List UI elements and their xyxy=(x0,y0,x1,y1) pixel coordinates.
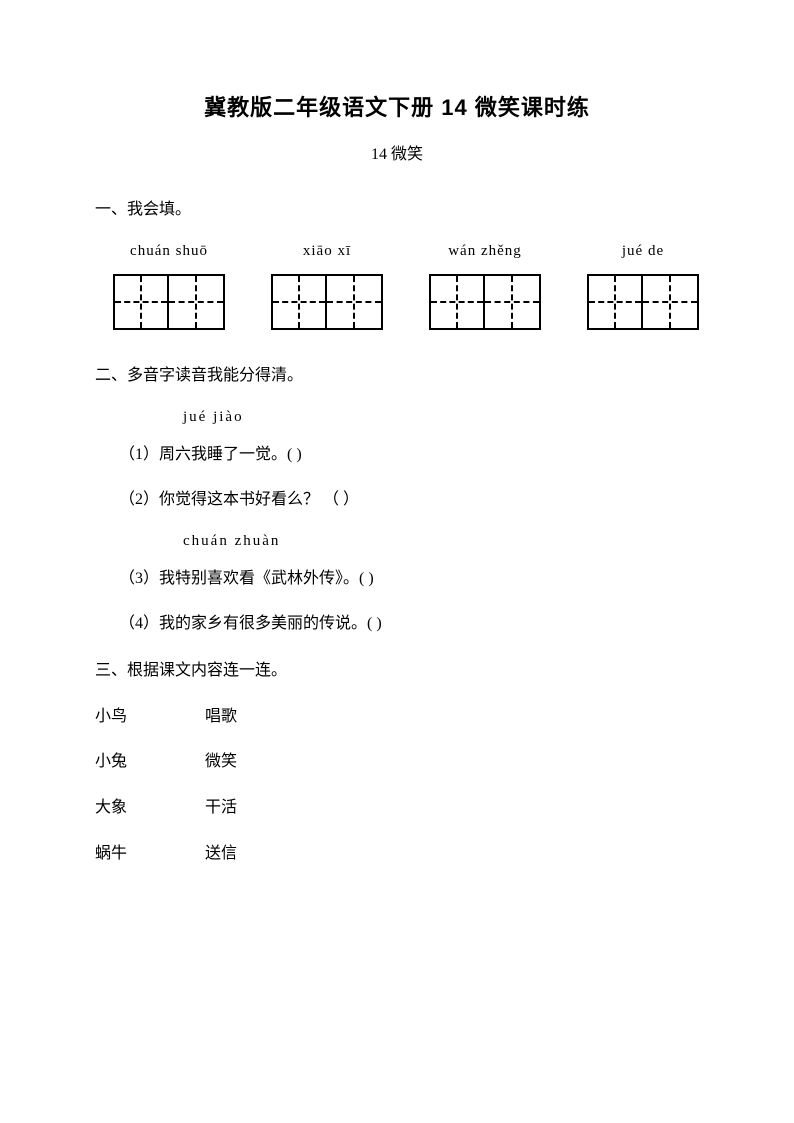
match-left: 蜗牛 xyxy=(95,841,201,867)
match-left: 小鸟 xyxy=(95,704,201,730)
question-3: （3）我特别喜欢看《武林外传》。( ) xyxy=(95,566,699,592)
match-left: 大象 xyxy=(95,795,201,821)
match-row: 蜗牛 送信 xyxy=(95,841,699,867)
section3-heading: 三、根据课文内容连一连。 xyxy=(95,657,699,686)
pinyin-label: xiāo xī xyxy=(271,243,383,260)
match-left: 小兔 xyxy=(95,749,201,775)
match-right: 干活 xyxy=(205,799,237,816)
tian-boxes-row xyxy=(95,274,699,330)
tian-box xyxy=(113,274,169,330)
question-1: （1）周六我睡了一觉。( ) xyxy=(95,442,699,468)
question-2: （2）你觉得这本书好看么？ （ ） xyxy=(95,487,699,513)
match-row: 小鸟 唱歌 xyxy=(95,704,699,730)
tian-pair xyxy=(271,274,383,330)
tian-pair xyxy=(113,274,225,330)
pinyin-label: jué de xyxy=(587,243,699,260)
pinyin-label: wán zhěng xyxy=(429,243,541,260)
tian-box xyxy=(643,274,699,330)
pinyin-labels-row: chuán shuō xiāo xī wán zhěng jué de xyxy=(95,243,699,260)
tian-box xyxy=(485,274,541,330)
tian-box xyxy=(429,274,485,330)
pinyin-choice-2: chuán zhuàn xyxy=(95,533,699,550)
tian-pair xyxy=(587,274,699,330)
match-right: 送信 xyxy=(205,845,237,862)
match-right: 微笑 xyxy=(205,753,237,770)
pinyin-choice-1: jué jiào xyxy=(95,409,699,426)
page-title: 冀教版二年级语文下册 14 微笑课时练 xyxy=(95,90,699,122)
match-right: 唱歌 xyxy=(205,708,237,725)
tian-pair xyxy=(429,274,541,330)
match-row: 小兔 微笑 xyxy=(95,749,699,775)
page-subtitle: 14 微笑 xyxy=(95,140,699,164)
section1-heading: 一、我会填。 xyxy=(95,196,699,225)
pinyin-label: chuán shuō xyxy=(113,243,225,260)
tian-box xyxy=(169,274,225,330)
tian-box xyxy=(271,274,327,330)
question-4: （4）我的家乡有很多美丽的传说。( ) xyxy=(95,611,699,637)
section2-heading: 二、多音字读音我能分得清。 xyxy=(95,362,699,391)
tian-box xyxy=(327,274,383,330)
tian-box xyxy=(587,274,643,330)
match-row: 大象 干活 xyxy=(95,795,699,821)
